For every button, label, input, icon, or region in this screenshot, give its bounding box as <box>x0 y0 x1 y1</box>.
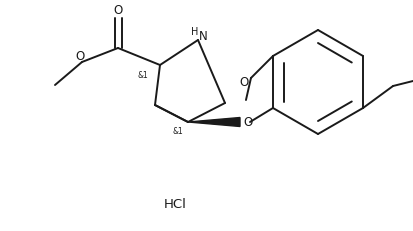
Text: N: N <box>199 30 207 43</box>
Text: H: H <box>191 27 199 37</box>
Text: O: O <box>76 49 85 63</box>
Text: O: O <box>240 76 249 89</box>
Text: &1: &1 <box>137 70 148 79</box>
Polygon shape <box>188 118 240 127</box>
Text: HCl: HCl <box>164 198 186 212</box>
Text: O: O <box>243 116 253 128</box>
Text: &1: &1 <box>172 128 183 137</box>
Text: O: O <box>114 3 123 16</box>
